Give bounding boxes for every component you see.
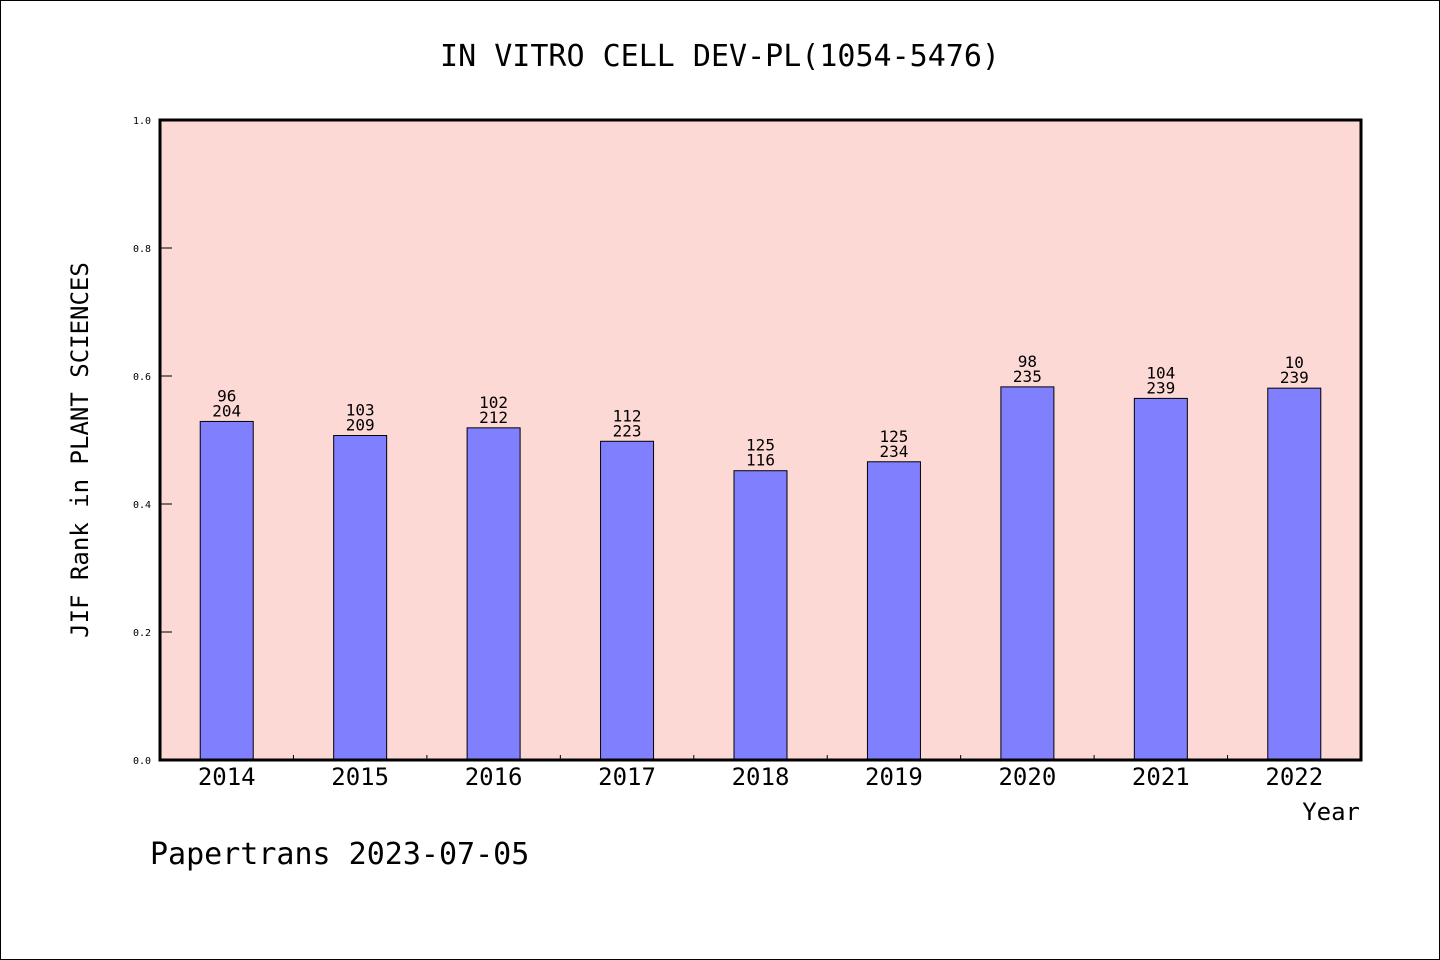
bar-2017: [600, 440, 655, 761]
bar-label-total: 239: [1146, 378, 1175, 397]
footer-credit: Papertrans 2023-07-05: [150, 837, 529, 872]
bar-2014: [199, 420, 254, 761]
bar-label-rank: 98: [1018, 352, 1037, 371]
bar-label-rank: 103: [346, 401, 375, 420]
bar-label-total: 223: [613, 421, 642, 440]
plot-border: [158, 118, 1363, 762]
bar-label-rank: 125: [746, 436, 775, 455]
x-tick-label: 2020: [998, 763, 1056, 791]
x-tick-label: 2015: [331, 763, 389, 791]
y-tick-label: 0.4: [133, 500, 151, 511]
bar-2021: [1133, 397, 1188, 761]
bar-2022: [1267, 387, 1322, 761]
x-tick-label: 2014: [198, 763, 256, 791]
bar-label-rank: 96: [217, 386, 236, 405]
y-tick-label: 0.8: [133, 244, 151, 255]
x-tick-label: 2017: [598, 763, 656, 791]
bar-2015: [333, 435, 388, 761]
bar-2019: [866, 461, 921, 761]
bar-label-rank: 102: [479, 393, 508, 412]
x-tick-label: 2016: [465, 763, 523, 791]
bar-2016: [466, 427, 521, 761]
bar-label-rank: 112: [613, 406, 642, 425]
bar-label-total: 209: [346, 416, 375, 435]
x-axis-label: Year: [1302, 798, 1360, 826]
bar-label-total: 235: [1013, 367, 1042, 386]
bar-label-rank: 10: [1285, 353, 1304, 372]
bar-label-total: 204: [212, 401, 241, 420]
y-tick-label: 0.2: [133, 628, 151, 639]
bar-2020: [1000, 386, 1055, 761]
y-tick-label: 0.6: [133, 372, 151, 383]
bar-2018: [733, 470, 788, 761]
y-axis-label: JIF Rank in PLANT SCIENCES: [66, 262, 94, 638]
x-tick-label: 2018: [732, 763, 790, 791]
bar-label-rank: 125: [879, 427, 908, 446]
x-tick-label: 2022: [1265, 763, 1323, 791]
bar-label-total: 234: [879, 442, 908, 461]
y-tick-label: 0.0: [133, 756, 151, 767]
x-tick-label: 2019: [865, 763, 923, 791]
bar-label-total: 212: [479, 408, 508, 427]
x-tick-label: 2021: [1132, 763, 1190, 791]
chart-title: IN VITRO CELL DEV-PL(1054-5476): [440, 39, 1000, 74]
y-tick-label: 1.0: [133, 116, 151, 127]
bar-label-total: 116: [746, 451, 775, 470]
bar-label-total: 239: [1280, 368, 1309, 387]
bar-label-rank: 104: [1146, 363, 1175, 382]
